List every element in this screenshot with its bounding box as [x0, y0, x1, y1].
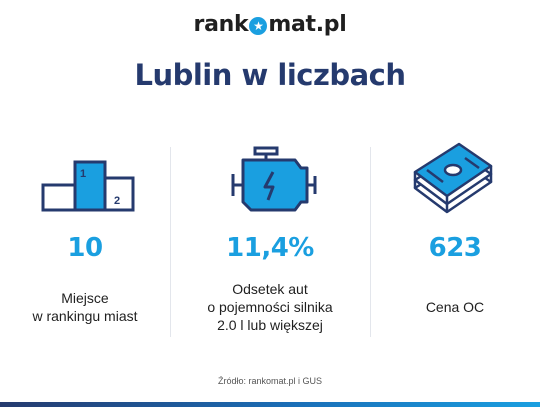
- divider-left: [170, 147, 171, 337]
- ranking-label: Miejsce w rankingu miast: [32, 290, 138, 324]
- logo-star-icon: ★: [249, 17, 268, 35]
- oc-price-label-box: Cena OC: [370, 280, 540, 334]
- engine-label: Odsetek aut o pojemności silnika 2.0 l l…: [207, 281, 333, 333]
- oc-price-value: 623: [428, 233, 482, 263]
- divider-right: [370, 147, 371, 337]
- oc-price-label: Cena OC: [425, 299, 485, 315]
- podium-icon: 1 2: [41, 160, 135, 212]
- bottom-gradient-bar: [0, 402, 540, 407]
- stat-ranking: 1 2 10 Miejsce w rankingu miast: [0, 140, 170, 334]
- ranking-label-box: Miejsce w rankingu miast: [0, 280, 170, 334]
- stat-engine: 11,4% Odsetek aut o pojemności silnika 2…: [185, 140, 355, 334]
- engine-label-box: Odsetek aut o pojemności silnika 2.0 l l…: [185, 280, 355, 334]
- logo-text-start: rank: [193, 12, 249, 37]
- money-stack-icon: [413, 142, 493, 214]
- logo-text-end: mat.pl: [268, 12, 347, 37]
- page-title: Lublin w liczbach: [134, 58, 406, 92]
- brand-logo: rank ★ mat.pl: [0, 12, 540, 42]
- car-engine-icon: [231, 146, 317, 212]
- stat-oc-price: 623 Cena OC: [370, 140, 540, 334]
- podium-second-label: 2: [114, 195, 120, 207]
- ranking-value: 10: [67, 233, 103, 263]
- podium-first-label: 1: [80, 168, 86, 180]
- source-note: Źródło: rankomat.pl i GUS: [217, 376, 323, 386]
- engine-value: 11,4%: [226, 233, 314, 263]
